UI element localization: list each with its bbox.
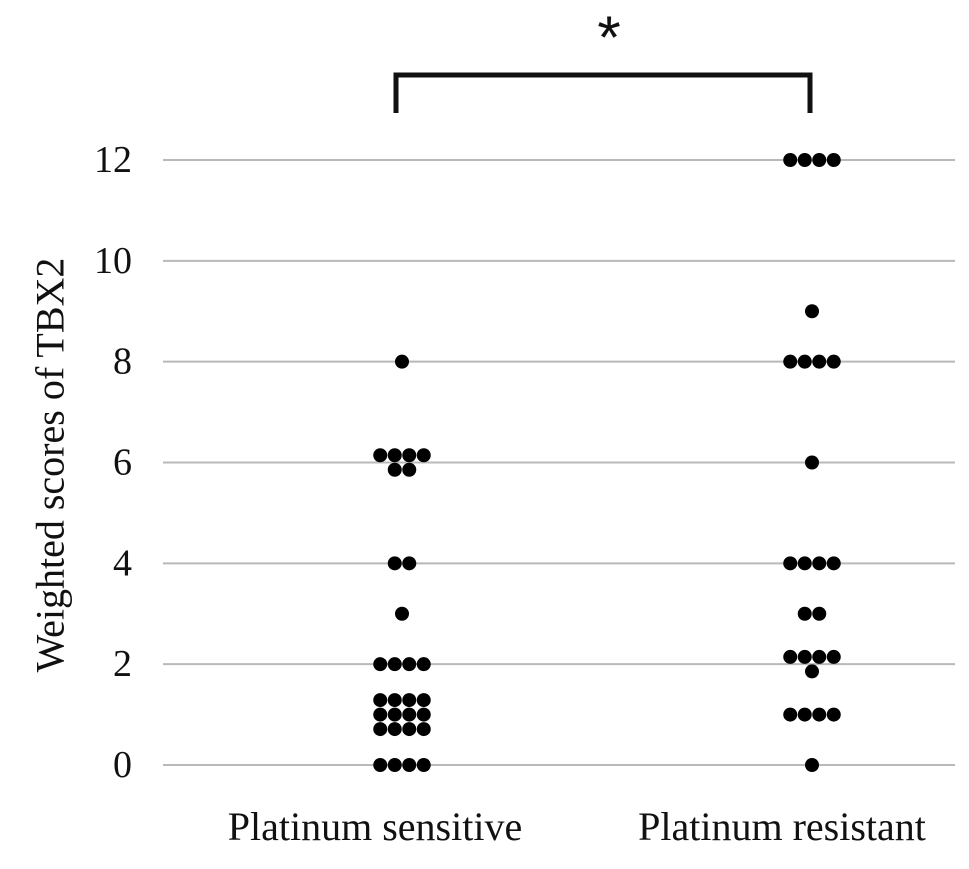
- y-tick-label-0: 0: [113, 744, 132, 786]
- x-axis-categories: Platinum sensitive Platinum resistant: [228, 804, 926, 849]
- data-point: [387, 722, 402, 737]
- data-point: [416, 707, 431, 722]
- data-point: [387, 448, 402, 463]
- data-point: [402, 556, 417, 571]
- data-point: [416, 758, 431, 772]
- data-point: [416, 693, 431, 708]
- data-point: [373, 722, 388, 737]
- data-point: [805, 455, 819, 470]
- data-point: [826, 649, 841, 664]
- y-tick-label-6: 6: [113, 442, 132, 484]
- data-point: [373, 448, 388, 463]
- x-category-label: Platinum resistant: [638, 804, 926, 849]
- gridlines: [163, 159, 955, 766]
- data-point: [826, 707, 841, 722]
- data-point: [387, 657, 402, 672]
- data-point: [812, 556, 827, 571]
- data-point: [373, 693, 388, 708]
- data-point: [826, 354, 841, 369]
- data-point: [395, 354, 409, 369]
- data-point: [416, 722, 431, 737]
- data-point: [402, 462, 417, 477]
- data-point: [402, 758, 417, 772]
- y-axis-ticks: 0 2 4 6 8 10 12: [94, 139, 132, 786]
- data-point: [797, 153, 812, 167]
- y-tick-label-2: 2: [113, 643, 132, 685]
- significance-annotation: *: [393, 4, 813, 113]
- data-point: [797, 354, 812, 369]
- data-point: [387, 693, 402, 708]
- data-point: [797, 649, 812, 664]
- data-point: [416, 657, 431, 672]
- data-point: [402, 722, 417, 737]
- data-point: [387, 556, 402, 571]
- data-point: [797, 707, 812, 722]
- y-tick-label-12: 12: [94, 139, 132, 181]
- data-point: [805, 664, 819, 679]
- x-category-label: Platinum sensitive: [228, 804, 522, 849]
- data-point: [783, 153, 798, 167]
- data-point: [402, 707, 417, 722]
- data-point: [416, 448, 431, 463]
- y-tick-label-10: 10: [94, 240, 132, 282]
- data-point: [402, 693, 417, 708]
- data-point: [797, 606, 812, 621]
- data-point: [402, 448, 417, 463]
- data-point: [402, 657, 417, 672]
- data-points: [373, 153, 841, 772]
- y-tick-label-8: 8: [113, 341, 132, 383]
- significance-bracket: [393, 72, 813, 113]
- y-axis-label: Weighted scores of TBX2: [28, 258, 73, 673]
- data-point: [826, 556, 841, 571]
- data-point: [395, 606, 409, 621]
- data-point: [812, 606, 827, 621]
- data-point: [783, 707, 798, 722]
- data-point: [812, 153, 827, 167]
- data-point: [387, 462, 402, 477]
- data-point: [373, 758, 388, 772]
- data-point: [783, 649, 798, 664]
- data-point: [387, 707, 402, 722]
- data-point: [783, 556, 798, 571]
- y-tick-label-4: 4: [113, 542, 132, 584]
- data-point: [805, 304, 819, 319]
- data-point: [812, 649, 827, 664]
- data-point: [783, 354, 798, 369]
- data-point: [812, 354, 827, 369]
- significance-star: *: [597, 4, 620, 71]
- data-point: [387, 758, 402, 772]
- data-point: [826, 153, 841, 167]
- data-point: [812, 707, 827, 722]
- data-point: [373, 657, 388, 672]
- data-point: [805, 758, 819, 772]
- data-point: [797, 556, 812, 571]
- data-point: [373, 707, 388, 722]
